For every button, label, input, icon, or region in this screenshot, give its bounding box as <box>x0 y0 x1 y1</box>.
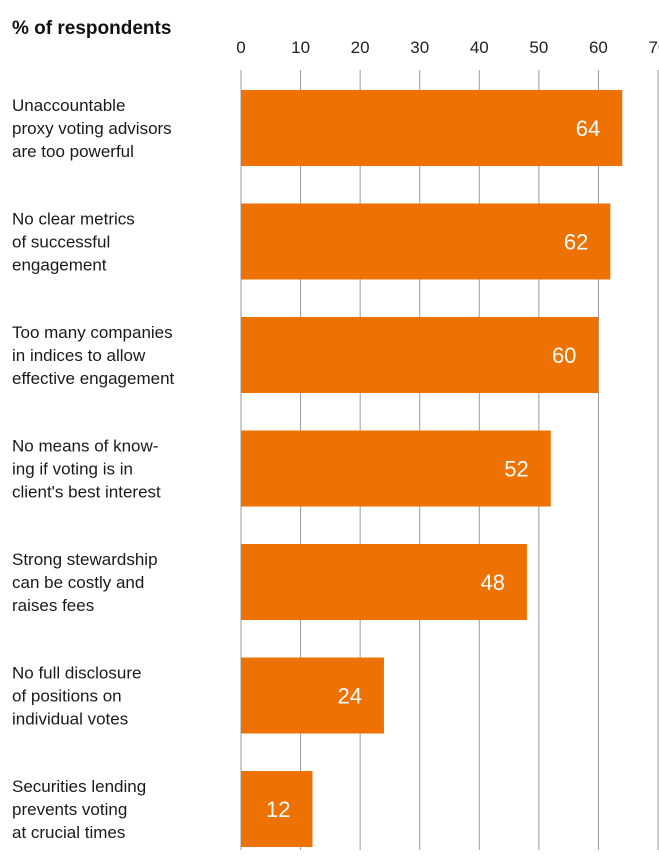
bar-value-label: 62 <box>564 230 588 255</box>
bar <box>241 430 551 507</box>
x-axis-ticks: 0 10 20 30 40 50 60 70 <box>236 38 659 57</box>
bar-value-label: 64 <box>576 116 600 141</box>
category-label: Too many companies in indices to allow eff… <box>12 323 175 388</box>
category-label: No means of know-ing if voting is in clie… <box>12 437 161 502</box>
chart-title: % of respondents <box>12 18 171 39</box>
x-tick-label: 40 <box>470 38 489 57</box>
x-tick-label: 60 <box>589 38 608 57</box>
category-label: Unaccountable proxy voting advisors are to… <box>12 96 172 161</box>
x-tick-label: 20 <box>351 38 370 57</box>
bar <box>241 544 527 620</box>
bar-value-label: 24 <box>337 684 361 709</box>
x-tick-label: 70 <box>649 38 659 57</box>
bar <box>241 771 313 847</box>
category-label: Strong stewardship can be costly and raise… <box>12 550 158 615</box>
bar-value-label: 60 <box>552 343 576 368</box>
bar <box>241 90 623 166</box>
bar-value-label: 52 <box>504 457 528 482</box>
bar-value-label: 48 <box>480 570 504 595</box>
category-label: No full disclosure of positions on individ… <box>12 664 141 729</box>
category-labels: Unaccountable proxy voting advisors are to… <box>12 96 175 842</box>
bars <box>241 90 623 847</box>
bar <box>241 203 611 280</box>
x-tick-label: 0 <box>236 38 245 57</box>
bar-value-label: 12 <box>266 797 290 822</box>
bar <box>241 317 599 393</box>
bar <box>241 657 384 734</box>
category-label: No clear metrics of successful engagement <box>12 210 135 275</box>
value-labels: 64 62 60 52 48 24 12 <box>266 116 600 822</box>
category-label: Securities lending prevents voting at cruc… <box>12 777 146 842</box>
x-tick-label: 50 <box>529 38 548 57</box>
x-tick-label: 10 <box>291 38 310 57</box>
x-tick-label: 30 <box>410 38 429 57</box>
